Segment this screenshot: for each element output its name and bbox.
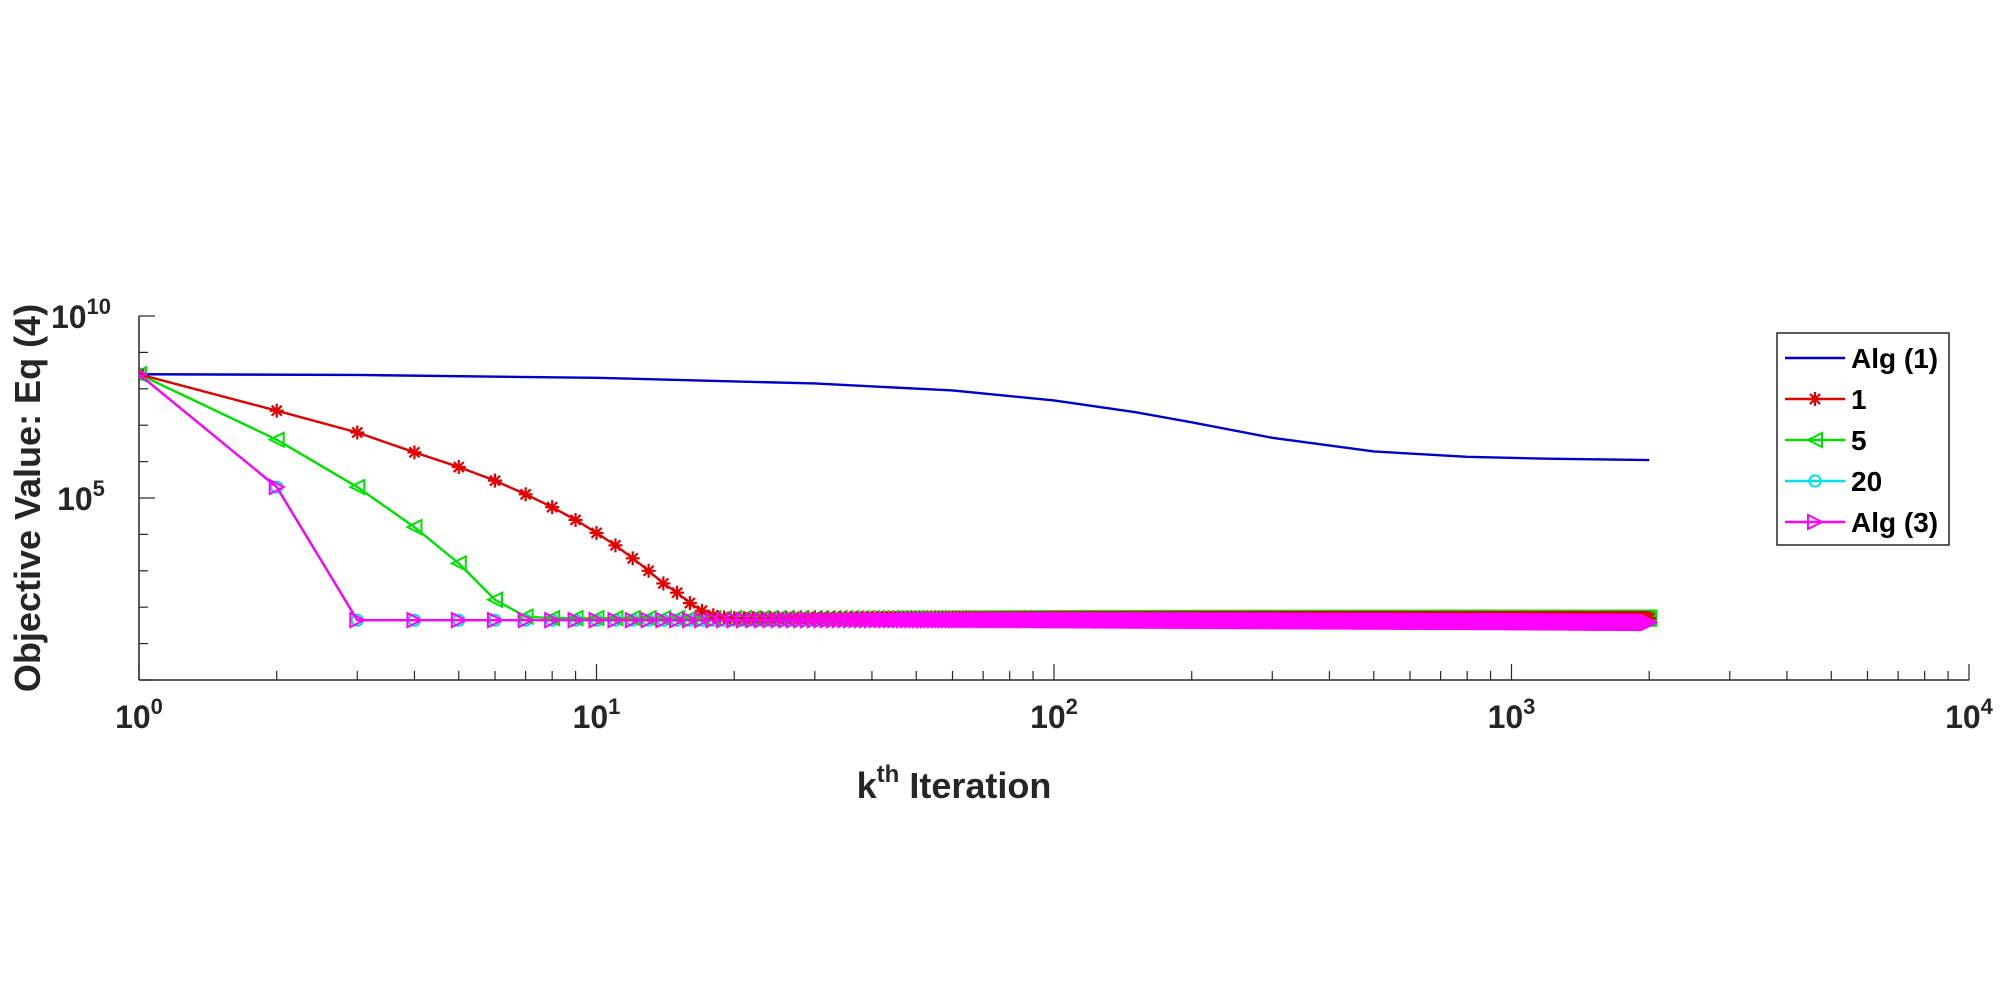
star-marker: [568, 512, 583, 527]
triangle-left-marker: [485, 591, 504, 609]
triangle-left-marker: [606, 609, 624, 627]
star-marker: [608, 538, 623, 553]
star-marker: [269, 403, 284, 418]
star-marker: [545, 500, 560, 515]
star-marker: [641, 563, 656, 578]
triangle-left-marker: [348, 478, 366, 496]
star-marker: [656, 576, 671, 591]
triangle-left-marker: [542, 609, 561, 627]
series-layer: [139, 365, 1659, 632]
star-marker: [625, 551, 640, 566]
star-marker: [407, 445, 422, 460]
star-marker: [670, 585, 685, 600]
star-marker: [488, 473, 503, 488]
series-alg-1-: [139, 373, 1650, 462]
star-marker: [682, 596, 697, 611]
triangle-left-marker: [587, 609, 605, 627]
series-line: [139, 373, 1650, 462]
star-marker: [589, 525, 604, 540]
triangle-left-marker: [449, 554, 467, 572]
triangle-left-marker: [566, 609, 584, 627]
triangle-left-marker: [405, 518, 423, 536]
star-marker: [350, 425, 365, 440]
triangle-left-marker: [267, 431, 285, 449]
star-marker: [451, 460, 466, 475]
star-marker: [518, 487, 533, 502]
